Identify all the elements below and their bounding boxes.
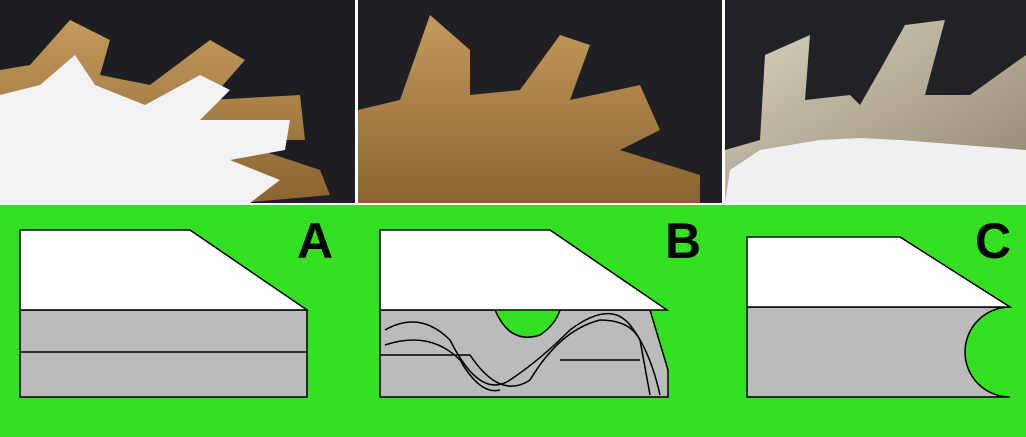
panel-label: C — [975, 213, 1011, 269]
photo-a — [0, 0, 355, 203]
panel-label: A — [297, 213, 333, 269]
panel-label: B — [665, 213, 701, 269]
diagram-c — [746, 236, 1013, 398]
photo-b — [358, 0, 722, 203]
photo-c — [725, 0, 1026, 203]
diagram-b — [379, 229, 670, 398]
diagram-a — [19, 229, 310, 398]
